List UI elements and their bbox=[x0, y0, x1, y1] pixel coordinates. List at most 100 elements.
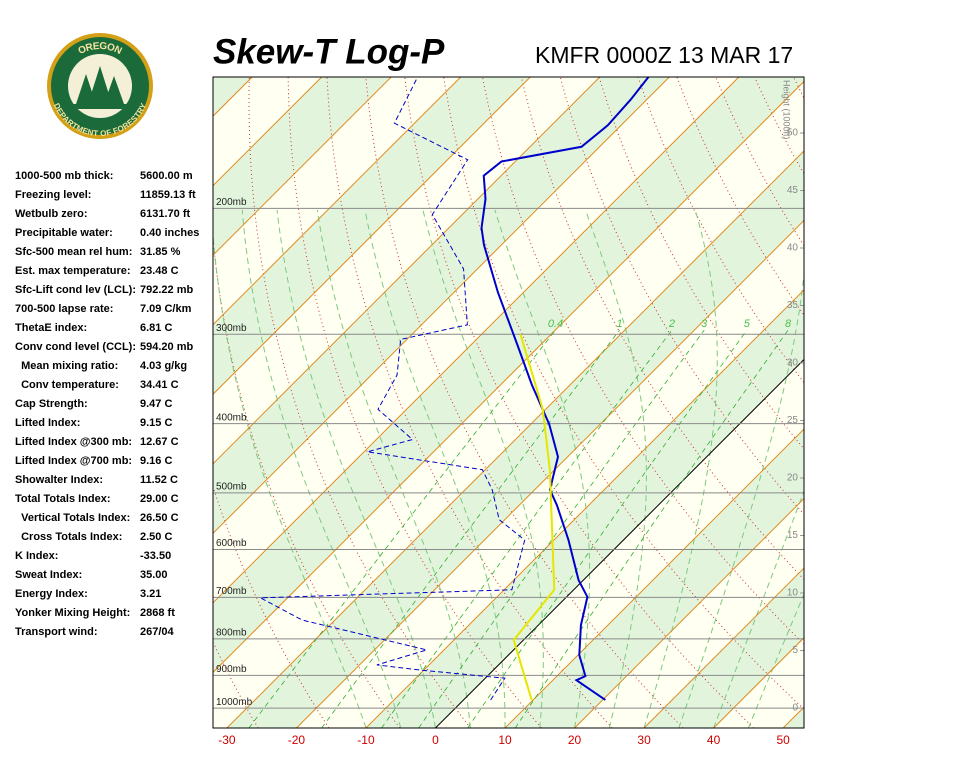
isotherm bbox=[213, 77, 601, 465]
x-tick-label: 20 bbox=[568, 733, 582, 747]
index-value: 9.47 C bbox=[140, 398, 172, 410]
index-label: ThetaE index: bbox=[15, 322, 87, 334]
isotherm bbox=[853, 77, 960, 728]
moist-adiabat bbox=[585, 209, 647, 728]
chart-title: Skew-T Log-P bbox=[213, 32, 445, 71]
isotherm bbox=[213, 77, 670, 535]
dry-adiabat bbox=[559, 77, 804, 516]
x-tick-label: 50 bbox=[776, 733, 790, 747]
logo-ground bbox=[70, 104, 130, 109]
plot-frame bbox=[212, 76, 805, 729]
index-label: Energy Index: bbox=[15, 588, 88, 600]
moist-adiabat bbox=[276, 209, 436, 728]
isotherm bbox=[213, 80, 804, 674]
mixing-ratio-label: 0.4 bbox=[548, 318, 563, 330]
isotherm bbox=[213, 77, 740, 604]
height-tick-label: 50 bbox=[787, 128, 799, 139]
isotherm bbox=[504, 428, 804, 728]
index-label: Wetbulb zero: bbox=[15, 208, 88, 220]
index-value: 7.09 C/km bbox=[140, 303, 192, 315]
index-value: 792.22 mb bbox=[140, 284, 193, 296]
isotherm bbox=[574, 497, 804, 728]
dry-adiabat bbox=[948, 76, 960, 728]
pressure-label: 900mb bbox=[216, 664, 247, 675]
index-label: Precipitable water: bbox=[15, 227, 113, 239]
index-label: 1000-500 mb thick: bbox=[15, 170, 113, 182]
sounding-line bbox=[512, 334, 556, 701]
height-tick-label: 30 bbox=[787, 358, 799, 369]
index-label: Sfc-500 mean rel hum: bbox=[15, 246, 132, 258]
logo-top-text: OREGON bbox=[76, 40, 123, 56]
plot-area bbox=[213, 76, 960, 728]
height-axis-label: Height (1000ft) bbox=[782, 80, 792, 140]
chart-subtitle: KMFR 0000Z 13 MAR 17 bbox=[535, 42, 793, 68]
pressure-label: 300mb bbox=[216, 323, 247, 334]
index-value: 23.48 C bbox=[140, 265, 179, 277]
isotherm bbox=[213, 77, 531, 395]
index-value: 31.85 % bbox=[140, 246, 181, 258]
index-label: Conv temperature: bbox=[15, 379, 119, 391]
index-value: 11859.13 ft bbox=[140, 189, 196, 201]
dry-adiabat bbox=[365, 77, 684, 728]
index-value: 29.00 C bbox=[140, 493, 179, 505]
pressure-label: 700mb bbox=[216, 586, 247, 597]
index-value: 2868 ft bbox=[140, 607, 175, 619]
dry-adiabat bbox=[910, 76, 960, 728]
index-label: Lifted Index: bbox=[15, 417, 80, 429]
x-tick-label: -10 bbox=[357, 733, 375, 747]
dry-adiabat bbox=[248, 77, 471, 728]
height-tick-label: 45 bbox=[787, 185, 799, 196]
pressure-label: 800mb bbox=[216, 628, 247, 639]
index-label: Mean mixing ratio: bbox=[15, 360, 118, 372]
mixing-ratio-line bbox=[248, 329, 556, 728]
index-label: Cross Totals Index: bbox=[15, 531, 122, 543]
index-label: Total Totals Index: bbox=[15, 493, 111, 505]
index-value: 6.81 C bbox=[140, 322, 172, 334]
index-label: Est. max temperature: bbox=[15, 265, 131, 277]
mixing-ratio-line bbox=[381, 329, 673, 728]
index-label: Lifted Index @300 mb: bbox=[15, 436, 132, 448]
pressure-label: 400mb bbox=[216, 412, 247, 423]
dry-adiabat bbox=[404, 77, 755, 728]
isotherm bbox=[213, 77, 462, 326]
mixing-ratio-label: 3 bbox=[701, 318, 708, 330]
index-value: 35.00 bbox=[140, 569, 168, 581]
index-value: 5600.00 m bbox=[140, 170, 193, 182]
mixing-ratio-label: 8 bbox=[785, 318, 792, 330]
index-label: Vertical Totals Index: bbox=[15, 512, 130, 524]
index-label: Transport wind: bbox=[15, 626, 98, 638]
index-value: 34.41 C bbox=[140, 379, 179, 391]
index-label: Cap Strength: bbox=[15, 398, 88, 410]
index-label: Sweat Index: bbox=[15, 569, 82, 581]
height-tick-label: 5 bbox=[792, 645, 798, 656]
index-value: 0.40 inches bbox=[140, 227, 199, 239]
height-tick-label: 35 bbox=[787, 300, 799, 311]
x-tick-label: 30 bbox=[637, 733, 651, 747]
isotherm-band bbox=[213, 77, 804, 673]
moist-adiabat bbox=[213, 227, 367, 728]
logo-trees bbox=[76, 66, 124, 104]
moist-adiabat bbox=[422, 209, 544, 728]
height-tick-label: 0 bbox=[792, 703, 798, 714]
index-value: 3.21 bbox=[140, 588, 161, 600]
index-label: Conv cond level (CCL): bbox=[15, 341, 136, 353]
height-tick-label: 25 bbox=[787, 415, 799, 426]
mixing-ratio-line bbox=[467, 329, 748, 728]
logo-top: OREGON bbox=[76, 40, 123, 56]
pressure-label: 600mb bbox=[216, 538, 247, 549]
isotherm bbox=[365, 289, 804, 728]
isotherm bbox=[643, 567, 804, 728]
logo: OREGON DEPARTMENT OF FORESTRY bbox=[47, 33, 153, 139]
isotherm bbox=[296, 219, 804, 728]
isotherm bbox=[213, 77, 392, 256]
pressure-label: 200mb bbox=[216, 197, 247, 208]
mixing-ratio-label: 1 bbox=[616, 318, 622, 330]
x-tick-label: -30 bbox=[218, 733, 236, 747]
index-value: 267/04 bbox=[140, 626, 175, 638]
dry-adiabat bbox=[213, 233, 401, 728]
index-value: -33.50 bbox=[140, 550, 171, 562]
height-tick-label: 15 bbox=[787, 530, 799, 541]
index-value: 2.50 C bbox=[140, 531, 172, 543]
x-tick-label: 40 bbox=[707, 733, 721, 747]
